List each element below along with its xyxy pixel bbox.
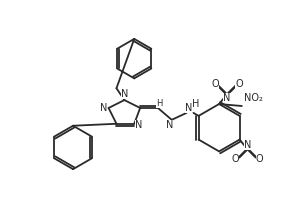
Text: N: N xyxy=(136,120,143,130)
Text: H: H xyxy=(156,99,162,107)
Text: O: O xyxy=(235,79,243,89)
Text: N: N xyxy=(166,120,174,130)
Text: H: H xyxy=(192,99,199,109)
Text: N: N xyxy=(100,103,107,113)
Text: N: N xyxy=(244,141,251,151)
Text: N: N xyxy=(185,103,192,113)
Text: N: N xyxy=(121,89,128,99)
Text: N: N xyxy=(223,93,231,103)
Text: NO₂: NO₂ xyxy=(244,93,263,103)
Text: O: O xyxy=(232,154,240,164)
Text: O: O xyxy=(256,154,263,164)
Text: O: O xyxy=(211,79,219,89)
